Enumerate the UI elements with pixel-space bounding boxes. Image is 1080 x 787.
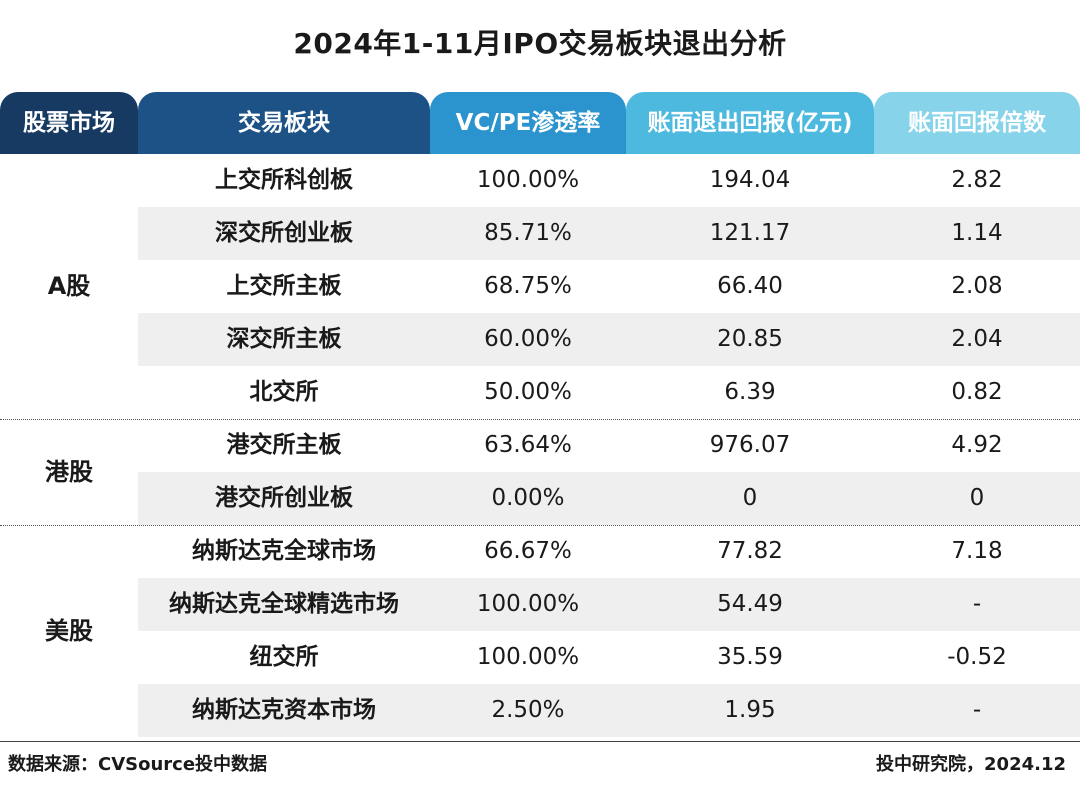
header-board: 交易板块 [138,92,430,154]
table-row: 上交所主板 68.75% 66.40 2.08 [0,260,1080,313]
table-row: 深交所主板 60.00% 20.85 2.04 [0,313,1080,366]
table-row: 北交所 50.00% 6.39 0.82 [0,366,1080,419]
board-cell: 纳斯达克全球市场 [192,538,376,564]
board-cell: 纳斯达克全球精选市场 [169,591,399,617]
market-label: 美股 [45,617,93,645]
market-label: 港股 [45,458,93,486]
multiple-cell: 1.14 [951,220,1003,246]
credit-line: 投中研究院，2024.12 [876,754,1066,775]
data-source: 数据来源：CVSource投中数据 [8,754,268,775]
table-row: 纳斯达克资本市场 2.50% 1.95 - [0,684,1080,737]
row-shading [138,578,1080,631]
board-cell: 上交所主板 [226,273,342,299]
penetration-cell: 85.71% [484,220,572,246]
penetration-cell: 100.00% [476,644,580,670]
header-market: 股票市场 [0,92,138,154]
exit-return-cell: 1.95 [724,697,776,723]
board-cell: 港交所创业板 [215,485,353,511]
board-cell: 纳斯达克资本市场 [192,697,376,723]
group-separator [0,525,1080,526]
penetration-cell: 63.64% [484,432,572,458]
exit-return-cell: 66.40 [717,273,783,299]
group-separator [0,419,1080,420]
header-multiple: 账面回报倍数 [874,92,1080,154]
exit-return-cell: 35.59 [717,644,783,670]
board-cell: 北交所 [249,379,319,405]
table-row: 深交所创业板 85.71% 121.17 1.14 [0,207,1080,260]
board-cell: 深交所创业板 [215,220,353,246]
penetration-cell: 100.00% [476,591,580,617]
header-exit-return: 账面退出回报(亿元) [626,92,874,154]
market-label: A股 [47,272,91,300]
exit-return-cell: 6.39 [724,379,776,405]
penetration-cell: 0.00% [491,485,565,511]
board-cell: 港交所主板 [226,432,342,458]
multiple-cell: 2.82 [951,167,1003,193]
row-shading [138,684,1080,737]
penetration-cell: 60.00% [484,326,572,352]
penetration-cell: 66.67% [484,538,572,564]
table-row: 纽交所 100.00% 35.59 -0.52 [0,631,1080,684]
row-shading [138,207,1080,260]
table-row: 上交所科创板 100.00% 194.04 2.82 [0,154,1080,207]
table-header: 股票市场 交易板块 VC/PE渗透率 账面退出回报(亿元) 账面回报倍数 [0,92,1080,154]
exit-return-cell: 121.17 [709,220,791,246]
exit-return-cell: 976.07 [709,432,791,458]
table-row: 纳斯达克全球市场 66.67% 77.82 7.18 [0,525,1080,578]
board-cell: 纽交所 [249,644,319,670]
penetration-cell: 50.00% [484,379,572,405]
penetration-cell: 2.50% [491,697,565,723]
multiple-cell: 2.08 [951,273,1003,299]
exit-return-cell: 0 [742,485,758,511]
exit-return-cell: 194.04 [709,167,791,193]
multiple-cell: -0.52 [947,644,1007,670]
table-row: 纳斯达克全球精选市场 100.00% 54.49 - [0,578,1080,631]
table-bottom-rule [0,741,1080,742]
penetration-cell: 100.00% [476,167,580,193]
row-shading [138,313,1080,366]
row-shading [138,472,1080,525]
multiple-cell: - [972,591,982,617]
multiple-cell: 0.82 [951,379,1003,405]
board-cell: 上交所科创板 [215,167,353,193]
multiple-cell: 7.18 [951,538,1003,564]
table-row: 港交所主板 63.64% 976.07 4.92 [0,419,1080,472]
chart-title: 2024年1-11月IPO交易板块退出分析 [293,27,787,60]
multiple-cell: 0 [969,485,985,511]
header-penetration: VC/PE渗透率 [430,92,626,154]
multiple-cell: - [972,697,982,723]
board-cell: 深交所主板 [226,326,342,352]
exit-return-cell: 20.85 [717,326,783,352]
exit-return-cell: 77.82 [717,538,783,564]
multiple-cell: 4.92 [951,432,1003,458]
multiple-cell: 2.04 [951,326,1003,352]
penetration-cell: 68.75% [484,273,572,299]
table-row: 港交所创业板 0.00% 0 0 [0,472,1080,525]
exit-return-cell: 54.49 [717,591,783,617]
